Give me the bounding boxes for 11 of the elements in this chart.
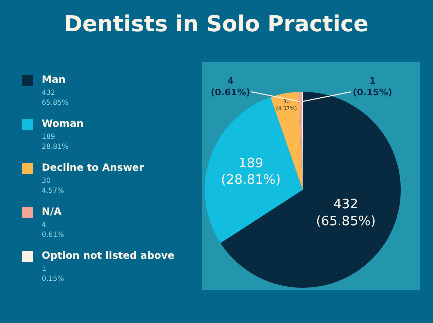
- legend-label: Woman: [42, 119, 84, 130]
- legend-label: Man: [42, 75, 66, 86]
- legend-label: Decline to Answer: [42, 163, 144, 174]
- chart-title: Dentists in Solo Practice: [64, 12, 369, 38]
- data-label: 4 (0.61%): [211, 77, 250, 99]
- legend-label: N/A: [42, 207, 62, 218]
- pie-slice: [205, 97, 303, 244]
- data-label: 432 (65.85%): [316, 197, 376, 230]
- data-label: 1 (0.15%): [353, 77, 392, 99]
- data-label: 189 (28.81%): [221, 156, 281, 188]
- legend-label: Option not listed above: [42, 251, 175, 262]
